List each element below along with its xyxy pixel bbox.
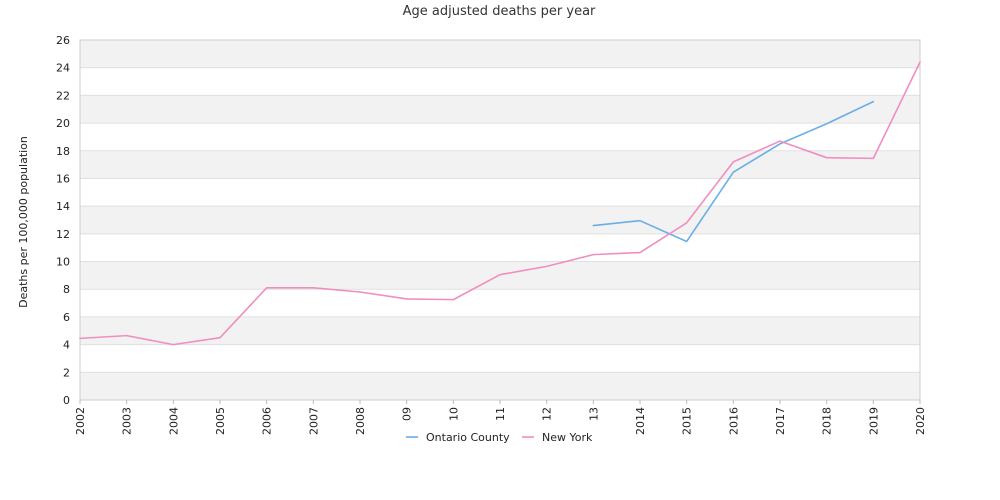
y-tick-label: 26 xyxy=(56,34,70,47)
y-tick-label: 14 xyxy=(56,200,70,213)
x-tick-label: 2007 xyxy=(307,407,320,435)
x-tick-label: 2003 xyxy=(121,407,134,435)
y-tick-label: 8 xyxy=(63,283,70,296)
y-tick-label: 20 xyxy=(56,117,70,130)
x-tick-label: 11 xyxy=(494,407,507,421)
legend-item-label[interactable]: Ontario County xyxy=(426,431,510,444)
y-tick-label: 16 xyxy=(56,172,70,185)
series-lines xyxy=(79,61,921,346)
x-tick-label: 2015 xyxy=(681,407,694,435)
x-tick-label: 2002 xyxy=(74,407,87,435)
x-tick-label: 2018 xyxy=(821,407,834,435)
y-tick-label: 2 xyxy=(63,366,70,379)
grid-band xyxy=(80,316,920,345)
x-tick-label: 2006 xyxy=(261,407,274,435)
y-tick-label: 4 xyxy=(63,339,70,352)
x-tick-label: 2017 xyxy=(774,407,787,435)
legend[interactable]: Ontario County New York xyxy=(406,431,593,444)
series-line-0[interactable] xyxy=(592,100,875,243)
x-tick-label: 10 xyxy=(447,407,460,421)
series-line-1[interactable] xyxy=(79,61,921,346)
x-tick-label: 2019 xyxy=(867,407,880,435)
x-tick-label: 2016 xyxy=(727,407,740,435)
y-tick-label: 18 xyxy=(56,145,70,158)
grid-band xyxy=(80,372,920,400)
y-axis-label: Deaths per 100,000 population xyxy=(17,136,30,308)
x-axis-ticks: 2002 2003 2004 2005 2006 2007 2008 09 10 11 12 13 20… xyxy=(74,400,927,435)
x-tick-label: 12 xyxy=(541,407,554,421)
y-tick-label: 10 xyxy=(56,256,70,269)
x-tick-label: 13 xyxy=(587,407,600,421)
grid-band xyxy=(80,40,920,68)
y-tick-label: 0 xyxy=(63,394,70,407)
y-tick-label: 22 xyxy=(56,89,70,102)
grid-band xyxy=(80,150,920,179)
gridlines xyxy=(80,39,920,401)
x-tick-label: 2020 xyxy=(914,407,927,435)
x-tick-label: 2014 xyxy=(634,407,647,435)
y-tick-label: 24 xyxy=(56,62,70,75)
x-tick-label: 2005 xyxy=(214,407,227,435)
grid-band xyxy=(80,95,920,124)
grid-band xyxy=(80,206,920,234)
legend-item-label[interactable]: New York xyxy=(542,431,593,444)
y-tick-label: 6 xyxy=(63,311,70,324)
grid-bands xyxy=(80,40,920,400)
chart-title: Age adjusted deaths per year xyxy=(403,4,596,19)
x-tick-label: 2004 xyxy=(167,407,180,435)
x-tick-label: 2008 xyxy=(354,407,367,435)
y-tick-label: 12 xyxy=(56,228,70,241)
x-tick-label: 09 xyxy=(401,407,414,421)
